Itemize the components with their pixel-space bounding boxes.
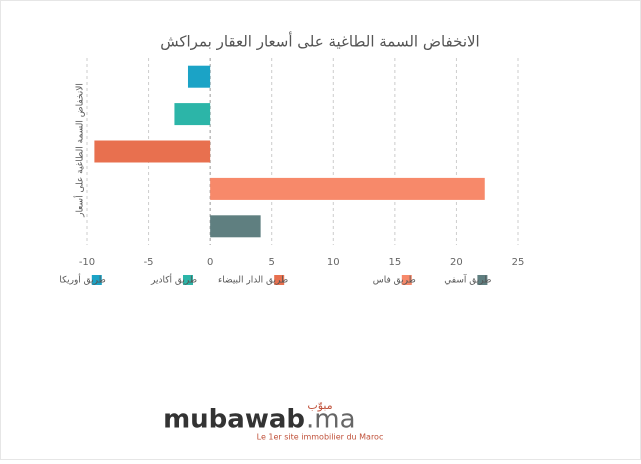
x-tick-label: 15: [388, 257, 401, 268]
y-axis-label: الانخفاض السمة الطاغية على أسعار: [74, 83, 86, 218]
logo-suffix: .ma: [306, 405, 356, 435]
x-tick-label: -5: [144, 257, 154, 268]
legend-swatch: [401, 275, 412, 285]
legend-label: طريق أوريكا: [59, 274, 105, 286]
bar: [210, 215, 261, 238]
legend-swatch: [183, 275, 193, 285]
bar: [210, 177, 485, 200]
x-tick-label: 10: [327, 257, 340, 268]
legend-label: طريق الدار البيضاء: [218, 276, 288, 286]
legend-label: طريق فاس: [373, 276, 416, 286]
legend-label: طريق أكادير: [150, 274, 197, 286]
x-tick-label: 20: [450, 257, 463, 268]
x-tick-label: 5: [269, 257, 275, 268]
x-tick-label: 25: [512, 257, 525, 268]
x-tick-label: 0: [207, 257, 213, 268]
logo-arabic: مبوّب: [307, 399, 332, 412]
legend-swatch: [274, 275, 285, 285]
chart-title: الانخفاض السمة الطاغية على أسعار العقار …: [160, 32, 479, 51]
x-tick-label: -10: [79, 257, 95, 268]
bar: [94, 140, 211, 163]
legend-swatch: [477, 275, 488, 285]
legend-label: طريق آسفي: [444, 274, 491, 286]
logo-tagline: Le 1er site immobilier du Maroc: [257, 433, 384, 442]
logo-name: mubawab: [163, 405, 305, 435]
bar: [174, 103, 211, 126]
legend-swatch: [91, 275, 102, 285]
bar: [187, 65, 211, 88]
